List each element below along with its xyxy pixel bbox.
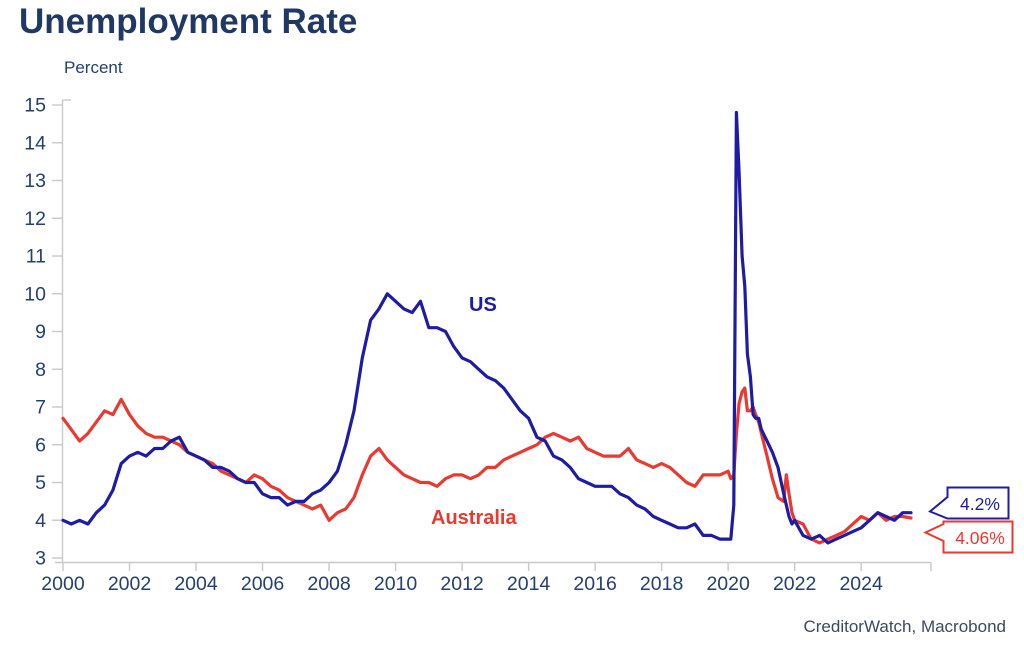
page-title: Unemployment Rate <box>19 2 358 41</box>
y-tick-label: 12 <box>24 208 46 230</box>
x-tick-label: 2016 <box>573 573 616 595</box>
x-tick-label: 2012 <box>440 573 483 595</box>
x-tick-label: 2004 <box>174 573 218 595</box>
x-axis: 2000 2002 2004 2006 2008 2010 2012 2014 2016 2018… <box>41 561 932 595</box>
y-axis: 3 4 5 6 7 8 9 10 11 12 13 14 15 <box>24 95 71 570</box>
australia-end-value-text: 4.06% <box>955 528 1005 548</box>
y-tick-label: 10 <box>24 283 46 305</box>
source-attribution: CreditorWatch, Macrobond <box>803 617 1006 636</box>
x-tick-label: 2008 <box>307 573 350 595</box>
x-tick-label: 2002 <box>108 573 151 595</box>
y-tick-label: 5 <box>35 472 46 494</box>
us-line <box>61 110 913 545</box>
y-tick-label: 7 <box>35 397 46 419</box>
y-tick-label: 3 <box>35 548 46 570</box>
us-end-value-callout <box>928 486 1010 520</box>
us-end-value-text: 4.2% <box>960 494 1000 514</box>
x-tick-label: 2018 <box>640 573 683 595</box>
australia-line <box>61 386 913 545</box>
x-tick-label: 2022 <box>773 573 816 595</box>
x-tick-label: 2000 <box>41 573 85 595</box>
x-tick-label: 2010 <box>374 573 418 595</box>
y-tick-label: 4 <box>35 510 46 532</box>
australia-end-value-callout <box>923 520 1014 554</box>
australia-series-label: Australia <box>431 507 517 529</box>
y-tick-label: 11 <box>26 246 46 268</box>
x-tick-label: 2014 <box>507 573 551 595</box>
y-tick-label: 8 <box>35 359 46 381</box>
y-tick-label: 9 <box>35 321 46 343</box>
x-tick-label: 2006 <box>241 573 284 595</box>
y-axis-unit-label: Percent <box>64 58 123 77</box>
y-tick-label: 6 <box>35 434 46 456</box>
us-series-label: US <box>469 294 497 316</box>
x-tick-label: 2024 <box>839 573 883 595</box>
x-tick-label: 2020 <box>706 573 750 595</box>
y-tick-label: 13 <box>24 170 46 192</box>
y-tick-label: 15 <box>24 95 46 117</box>
y-tick-label: 14 <box>24 132 46 154</box>
